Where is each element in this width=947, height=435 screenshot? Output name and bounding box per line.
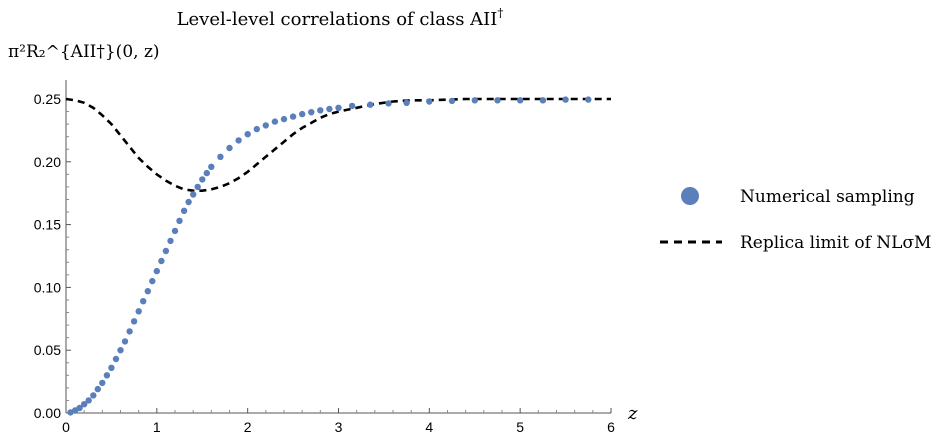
chart-title: Level-level correlations of class AII† [177,6,504,30]
data-point-numerical [126,328,133,335]
data-point-numerical [271,118,279,125]
data-point-numerical [167,237,174,245]
data-point-numerical [289,113,297,120]
data-point-numerical [403,99,410,107]
data-point-numerical [171,227,179,235]
y-tick-label: 0.25 [34,91,61,107]
y-tick-label: 0.00 [34,405,61,421]
data-point-numerical [208,163,215,170]
data-point-numerical [367,101,374,108]
data-point-numerical [158,257,165,265]
data-point-numerical [217,153,224,160]
data-point-numerical [162,247,170,255]
data-point-numerical [112,355,120,363]
legend: Numerical sampling Replica limit of NLσM [660,187,931,253]
data-point-numerical [190,191,197,198]
data-point-numerical [185,198,192,206]
x-tick-label: 2 [244,419,252,435]
data-point-numerical [517,97,524,104]
data-point-numerical [94,385,102,393]
data-point-numerical [471,97,478,104]
data-point-numerical [280,115,288,123]
data-point-numerical [448,97,456,105]
data-point-numerical [85,397,92,404]
data-point-numerical [585,96,592,103]
data-point-numerical [494,97,501,104]
legend-marker-numerical [681,187,699,205]
x-tick-label: 1 [153,419,161,435]
data-point-numerical [194,183,201,191]
data-point-numerical [81,401,88,408]
data-point-numerical [121,338,129,345]
data-point-numerical [262,122,269,129]
data-point-numerical [144,288,151,295]
data-point-numerical [426,98,433,105]
data-point-numerical [385,100,392,107]
data-point-numerical [180,207,188,214]
data-point-numerical [108,364,115,371]
data-point-numerical [176,217,183,224]
data-point-numerical [99,379,106,387]
x-axis-label: z [627,403,638,424]
y-tick-label: 0.15 [34,217,61,233]
data-point-numerical [203,169,210,177]
data-point-numerical [103,372,111,379]
data-point-numerical [253,125,260,133]
data-point-numerical [308,109,315,116]
y-tick-label: 0.20 [34,154,61,170]
x-tick-label: 0 [62,419,70,435]
legend-label-replica: Replica limit of NLσM [740,233,931,253]
data-point-numerical [149,277,156,285]
y-axis-label: π²R₂^{AII†}(0, z) [8,42,160,62]
x-tick-label: 4 [425,419,433,435]
data-point-numerical [153,267,160,275]
data-point-numerical [348,102,356,110]
series-line-replica [65,97,611,192]
y-tick-label: 0.10 [34,279,61,295]
data-point-numerical [135,308,142,315]
data-point-numerical [244,131,251,138]
data-point-numerical [235,137,242,144]
data-point-numerical [562,96,569,103]
x-tick-label: 5 [516,419,524,435]
data-point-numerical [539,97,547,104]
data-point-numerical [299,110,306,118]
x-tick-label: 3 [335,419,343,435]
legend-label-numerical: Numerical sampling [740,187,915,207]
data-point-numerical [117,347,124,354]
x-tick-label: 6 [607,419,615,435]
data-point-numerical [130,318,138,325]
data-point-numerical [226,144,233,152]
data-point-numerical [317,107,324,114]
data-point-numerical [140,298,147,305]
data-point-numerical [335,104,342,112]
data-point-numerical [90,392,97,399]
data-point-numerical [76,404,83,412]
data-point-numerical [326,105,333,113]
data-point-numerical [199,176,206,183]
y-tick-label: 0.05 [34,342,61,358]
